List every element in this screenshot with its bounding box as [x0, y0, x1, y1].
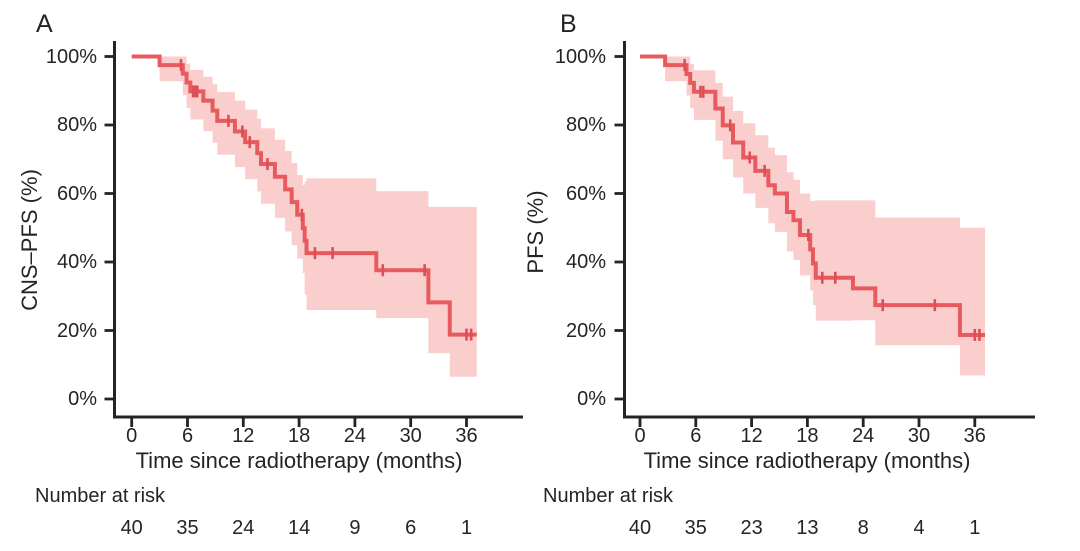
panel-a-risk-count: 6 [405, 517, 417, 539]
panel-b-y-tick-label: 20% [565, 319, 606, 342]
panel-b-risk-count: 8 [857, 517, 869, 539]
panel-a-x-tick-label: 12 [232, 425, 255, 447]
panel-b-x-tick-label: 18 [796, 425, 819, 447]
panel-a-risk-count: 14 [287, 517, 311, 539]
panel-a-x-axis-title: Time since radiotherapy (months) [135, 448, 463, 473]
panel-b-y-tick-label: 40% [565, 251, 606, 273]
panel-b-number-at-risk-label: Number at risk [543, 485, 674, 507]
panel-b-letter: B [560, 10, 578, 38]
panel-b-confidence-band [665, 56, 986, 376]
panel-b-y-tick-label: 60% [565, 182, 606, 205]
panel-a-number-at-risk-label: Number at risk [35, 485, 166, 507]
panel-b-y-tick-label: 0% [577, 388, 606, 410]
panel-b-y-tick-label: 100% [554, 45, 606, 68]
panel-b-x-tick-label: 36 [963, 425, 986, 447]
panel-b-risk-count: 40 [628, 517, 652, 539]
panel-a-x-tick-label: 0 [126, 425, 138, 447]
panel-a-survival-curve [131, 54, 477, 337]
panel-a-x-tick-label: 30 [399, 425, 422, 447]
panel-b-y-tick-label: 80% [565, 114, 606, 136]
panel-b-x-tick-label: 24 [852, 425, 875, 447]
panel-a-letter: A [36, 10, 54, 38]
panel-b-x-tick-label: 12 [740, 425, 763, 447]
panel-a-x-tick-label: 24 [343, 425, 367, 447]
panel-a-risk-count: 40 [120, 517, 143, 539]
panel-a-x-tick-label: 36 [455, 425, 478, 447]
panel-b-x-tick-label: 6 [690, 425, 702, 447]
panel-a-x-tick-label: 18 [287, 425, 311, 447]
panel-b-x-tick-label: 30 [907, 425, 931, 447]
panel-a-y-tick-label: 20% [56, 319, 97, 342]
panel-a-y-tick-label: 80% [56, 114, 97, 136]
panel-b-risk-count: 1 [969, 517, 981, 539]
panel-a-y-tick-label: 60% [56, 182, 97, 205]
panel-a-x-tick-label: 6 [181, 425, 194, 447]
panel-a-risk-count: 1 [460, 517, 473, 539]
panel-b-x-axis-title: Time since radiotherapy (months) [643, 448, 971, 473]
panel-b-risk-count: 4 [913, 517, 925, 539]
panel-b-risk-count: 13 [796, 517, 819, 539]
panel-a-risk-count: 9 [349, 517, 361, 539]
panel-b-x-tick-label: 0 [634, 425, 646, 447]
panel-b-risk-count: 35 [684, 517, 707, 539]
panel-a-y-tick-label: 40% [56, 251, 97, 273]
panel-a-y-tick-label: 0% [68, 388, 97, 410]
panel-b-risk-count: 23 [740, 517, 763, 539]
panel-a-risk-count: 24 [232, 517, 255, 539]
panel-a-confidence-band [159, 56, 477, 377]
panel-a-risk-count: 35 [176, 517, 199, 539]
panel-a-y-tick-label: 100% [45, 45, 97, 68]
